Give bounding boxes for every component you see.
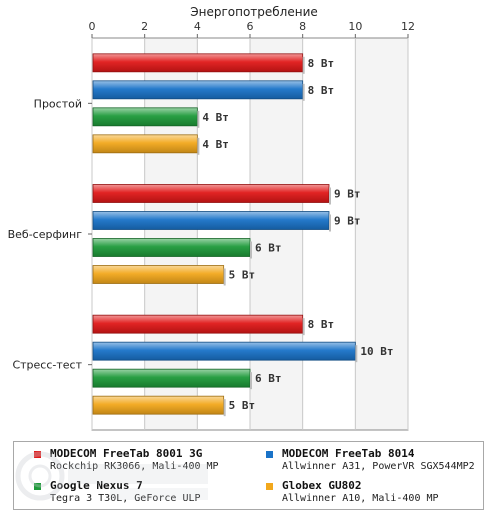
value-label: 8 Вт <box>308 57 335 70</box>
legend-desc: Rockchip RK3066, Mali-400 MP <box>50 461 219 472</box>
x-tick-label: 6 <box>247 20 254 33</box>
legend-desc: Tegra 3 T30L, GeForce ULP <box>50 493 201 504</box>
x-tick-label: 2 <box>141 20 148 33</box>
x-tick-label: 8 <box>299 20 306 33</box>
value-label: 5 Вт <box>229 269 256 282</box>
value-label: 10 Вт <box>360 345 393 358</box>
bars <box>92 53 358 417</box>
x-tick-label: 4 <box>194 20 201 33</box>
bar-shadow <box>355 345 358 363</box>
legend-name: MODECOM FreeTab 8014 <box>282 447 415 460</box>
bar-shadow <box>302 318 305 336</box>
value-labels: 8 Вт 8 Вт 4 Вт 4 Вт 9 Вт 9 Вт 6 Вт 5 Вт 8 Вт 10 В… <box>202 57 393 412</box>
bar-google-nexus-7-0 <box>92 107 198 127</box>
bar-shadow <box>250 241 252 259</box>
plot-band <box>355 38 408 430</box>
value-label: 9 Вт <box>334 215 361 228</box>
value-label: 8 Вт <box>308 318 335 331</box>
legend-swatch <box>266 483 273 490</box>
category-label: Стресс-тест <box>12 359 82 372</box>
x-axis-ticks: 0 2 4 6 8 10 12 <box>89 20 415 38</box>
value-label: 9 Вт <box>334 188 361 201</box>
plot-band <box>92 38 145 430</box>
legend-name: MODECOM FreeTab 8001 3G <box>50 447 203 460</box>
value-label: 4 Вт <box>202 138 229 151</box>
bar-google-nexus-7-1 <box>92 238 251 257</box>
legend-name: Google Nexus 7 <box>50 479 143 492</box>
bar-modecom-freetab-8014-2 <box>92 341 356 361</box>
bar-globex-gu802-1 <box>92 265 225 284</box>
bar-modecom-freetab-8001-3g-1 <box>92 184 330 203</box>
category-label: Веб-серфинг <box>8 228 83 241</box>
legend-desc: Allwinner A31, PowerVR SGX544MP2 <box>282 461 475 472</box>
legend-swatch <box>266 451 273 458</box>
bar-shadow <box>302 83 305 101</box>
bar-shadow <box>329 214 331 232</box>
bar-shadow <box>250 372 252 390</box>
x-tick-label: 12 <box>401 20 415 33</box>
plot-band <box>144 38 198 430</box>
legend-swatch <box>34 451 41 458</box>
legend-desc: Allwinner A10, Mali-400 MP <box>282 493 439 504</box>
bar-modecom-freetab-8001-3g-0 <box>92 53 304 73</box>
legend: MODECOM FreeTab 8001 3G Rockchip RK3066,… <box>13 441 484 510</box>
bar-shadow <box>197 137 200 155</box>
category-label: Простой <box>34 97 82 110</box>
bar-shadow <box>223 268 226 286</box>
value-label: 5 Вт <box>229 399 256 412</box>
bar-shadow <box>329 187 331 205</box>
value-label: 6 Вт <box>255 242 282 255</box>
legend-swatch <box>34 483 41 490</box>
value-label: 8 Вт <box>308 84 335 97</box>
bar-shadow <box>302 56 305 74</box>
bar-modecom-freetab-8014-0 <box>92 80 304 100</box>
watermark-logo <box>15 451 208 501</box>
legend-name: Globex GU802 <box>282 479 362 492</box>
x-tick-label: 0 <box>89 20 96 33</box>
plot-band <box>197 38 250 430</box>
bar-globex-gu802-0 <box>92 134 198 154</box>
bar-modecom-freetab-8001-3g-2 <box>92 314 304 334</box>
value-label: 4 Вт <box>202 111 229 124</box>
x-tick-label: 10 <box>348 20 362 33</box>
bar-globex-gu802-2 <box>92 395 225 415</box>
plot-band <box>250 38 303 430</box>
chart-title: Энергопотребление <box>190 5 318 19</box>
bar-shadow <box>223 399 226 417</box>
category-labels: Простой Веб-серфинг Стресс-тест <box>8 97 92 372</box>
plot-area <box>91 37 409 431</box>
bar-google-nexus-7-2 <box>92 368 251 388</box>
plot-band <box>302 38 356 430</box>
power-consumption-chart: Энергопотребление 0 2 4 6 8 10 12 Простой Веб-с… <box>8 5 415 431</box>
bar-shadow <box>197 110 200 128</box>
value-label: 6 Вт <box>255 372 282 385</box>
bar-modecom-freetab-8014-1 <box>92 211 330 230</box>
